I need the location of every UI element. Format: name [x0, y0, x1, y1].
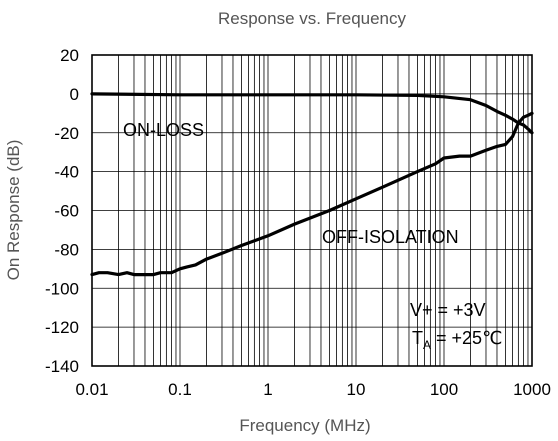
x-tick-label: 1 — [263, 380, 272, 399]
tick-labels: 0.01 0.1 1 10 100 1000 20 0 -20 -40 -60 -80 -100 -120… — [45, 46, 551, 399]
y-tick-label: -140 — [45, 357, 79, 376]
x-tick-label: 0.1 — [168, 380, 192, 399]
y-tick-label: 20 — [60, 46, 79, 65]
x-tick-label: 1000 — [513, 380, 551, 399]
y-tick-label: -120 — [45, 318, 79, 337]
temperature-subscript: A — [423, 338, 431, 352]
y-tick-label: -60 — [54, 202, 79, 221]
temperature-value: = +25℃ — [431, 328, 502, 348]
temperature-t: T — [412, 328, 423, 348]
chart-title: Response vs. Frequency — [218, 9, 407, 28]
y-tick-label: -80 — [54, 240, 79, 259]
series-lines — [90, 92, 534, 277]
x-axis-label: Frequency (MHz) — [239, 416, 370, 435]
y-tick-label: -20 — [54, 124, 79, 143]
plot-frame — [91, 54, 533, 367]
temperature-label: TA = +25℃ — [412, 328, 502, 352]
y-tick-label: -100 — [45, 279, 79, 298]
series-on-loss-line — [90, 92, 534, 135]
on-loss-label: ON-LOSS — [123, 120, 204, 140]
x-tick-label: 10 — [347, 380, 366, 399]
x-tick-label: 100 — [430, 380, 458, 399]
supply-voltage-label: V+ = +3V — [410, 300, 486, 320]
x-tick-label: 0.01 — [75, 380, 108, 399]
y-axis-label: On Response (dB) — [4, 140, 23, 281]
grid — [91, 54, 532, 367]
series-off-isolation-line — [90, 111, 534, 277]
y-tick-label: -40 — [54, 163, 79, 182]
off-isolation-label: OFF-ISOLATION — [322, 227, 459, 247]
y-tick-label: 0 — [70, 85, 79, 104]
